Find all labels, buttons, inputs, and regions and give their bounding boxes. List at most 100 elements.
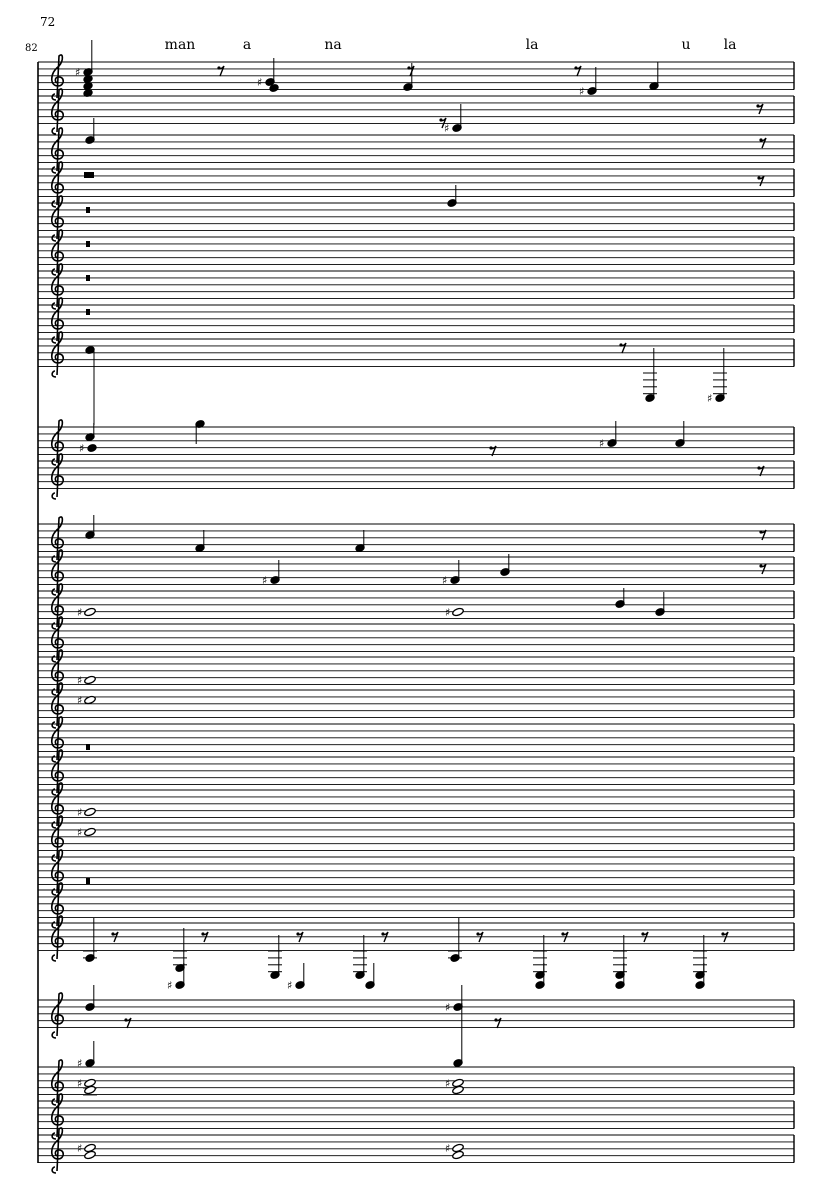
rest-dot (494, 1018, 498, 1022)
sharp-icon: ♯ (77, 606, 82, 619)
rest-dot (619, 343, 623, 347)
sharp-icon: ♯ (257, 76, 262, 89)
lyric-syllable: man (164, 37, 196, 53)
rest-dot (759, 564, 763, 568)
sharp-icon: ♯ (579, 85, 584, 98)
whole-note (452, 1085, 464, 1095)
treble-clef-icon (50, 549, 65, 596)
rest-dot (574, 66, 578, 70)
sharp-icon: ♯ (707, 392, 712, 405)
multimeasure-rest (86, 207, 90, 213)
treble-clef-icon (50, 161, 65, 208)
whole-note (452, 1078, 464, 1088)
whole-note (84, 607, 96, 617)
notehead (83, 89, 93, 97)
rest-dot (201, 932, 205, 936)
sharp-icon: ♯ (75, 66, 80, 79)
treble-clef-icon (50, 54, 65, 101)
whole-note (452, 1150, 464, 1160)
treble-clef-icon (50, 1127, 65, 1174)
treble-clef-icon (50, 716, 65, 763)
treble-clef-icon (50, 882, 65, 929)
sharp-icon: ♯ (167, 979, 172, 992)
rest-dot (489, 446, 493, 450)
sharp-icon: ♯ (445, 1077, 450, 1090)
whole-note (84, 695, 96, 705)
rest-dot (124, 1018, 128, 1022)
lyric-syllable: la (525, 37, 539, 53)
sharp-icon: ♯ (287, 979, 292, 992)
rest-dot (407, 66, 411, 70)
rest-dot (756, 104, 760, 108)
multimeasure-rest (86, 241, 90, 247)
sharp-icon: ♯ (442, 574, 447, 587)
sharp-icon: ♯ (445, 1001, 450, 1014)
whole-note (452, 1143, 464, 1153)
rest-dot (759, 530, 763, 534)
rest-dot (381, 932, 385, 936)
multimeasure-rest (86, 275, 90, 281)
sharp-icon: ♯ (77, 674, 82, 687)
sharp-icon: ♯ (445, 606, 450, 619)
whole-note (452, 607, 464, 617)
lyric-syllable: a (242, 37, 252, 53)
sharp-icon: ♯ (444, 122, 449, 135)
treble-clef-icon (50, 127, 65, 174)
multimeasure-rest (84, 172, 94, 178)
rest-dot (476, 932, 480, 936)
rehearsal-number: 72 (40, 15, 56, 29)
treble-clef-icon (50, 195, 65, 242)
multimeasure-rest (86, 878, 90, 884)
rest-dot (757, 176, 761, 180)
treble-clef-icon (50, 229, 65, 276)
whole-note (84, 1085, 96, 1095)
treble-clef-icon (50, 1059, 65, 1106)
sharp-icon: ♯ (262, 574, 267, 587)
lyric-syllable: u (681, 37, 691, 53)
notehead (83, 75, 93, 83)
sharp-icon: ♯ (79, 442, 84, 455)
sharp-icon: ♯ (77, 1057, 82, 1070)
rest-dot (757, 466, 761, 470)
treble-clef-icon (50, 749, 65, 796)
treble-clef-icon (50, 88, 65, 135)
whole-note (84, 807, 96, 817)
rest-dot (641, 932, 645, 936)
treble-clef-icon (50, 682, 65, 729)
rest-dot (759, 138, 763, 142)
treble-clef-icon (50, 915, 65, 962)
treble-clef-icon (50, 331, 65, 378)
treble-clef-icon (50, 297, 65, 344)
sharp-icon: ♯ (77, 694, 82, 707)
treble-clef-icon (50, 815, 65, 862)
sharp-icon: ♯ (445, 1142, 450, 1155)
rest-dot (217, 66, 221, 70)
whole-note (84, 1078, 96, 1088)
whole-note (84, 827, 96, 837)
notehead (83, 82, 93, 90)
treble-clef-icon (50, 649, 65, 696)
whole-note (84, 675, 96, 685)
treble-clef-icon (50, 516, 65, 563)
treble-clef-icon (50, 782, 65, 829)
treble-clef-icon (50, 1093, 65, 1140)
multimeasure-rest (86, 309, 90, 315)
treble-clef-icon (50, 583, 65, 630)
rest-dot (296, 932, 300, 936)
lyric-syllable: la (723, 37, 737, 53)
sharp-icon: ♯ (77, 826, 82, 839)
notehead (269, 84, 279, 92)
treble-clef-icon (50, 992, 65, 1039)
measure-number: 82 (25, 43, 38, 54)
treble-clef-icon (50, 263, 65, 310)
treble-clef-icon (50, 419, 65, 466)
sharp-icon: ♯ (77, 1077, 82, 1090)
rest-dot (111, 932, 115, 936)
treble-clef-icon (50, 849, 65, 896)
sharp-icon: ♯ (77, 1142, 82, 1155)
sharp-icon: ♯ (77, 806, 82, 819)
treble-clef-icon (50, 453, 65, 500)
whole-note (84, 1150, 96, 1160)
treble-clef-icon (50, 616, 65, 663)
